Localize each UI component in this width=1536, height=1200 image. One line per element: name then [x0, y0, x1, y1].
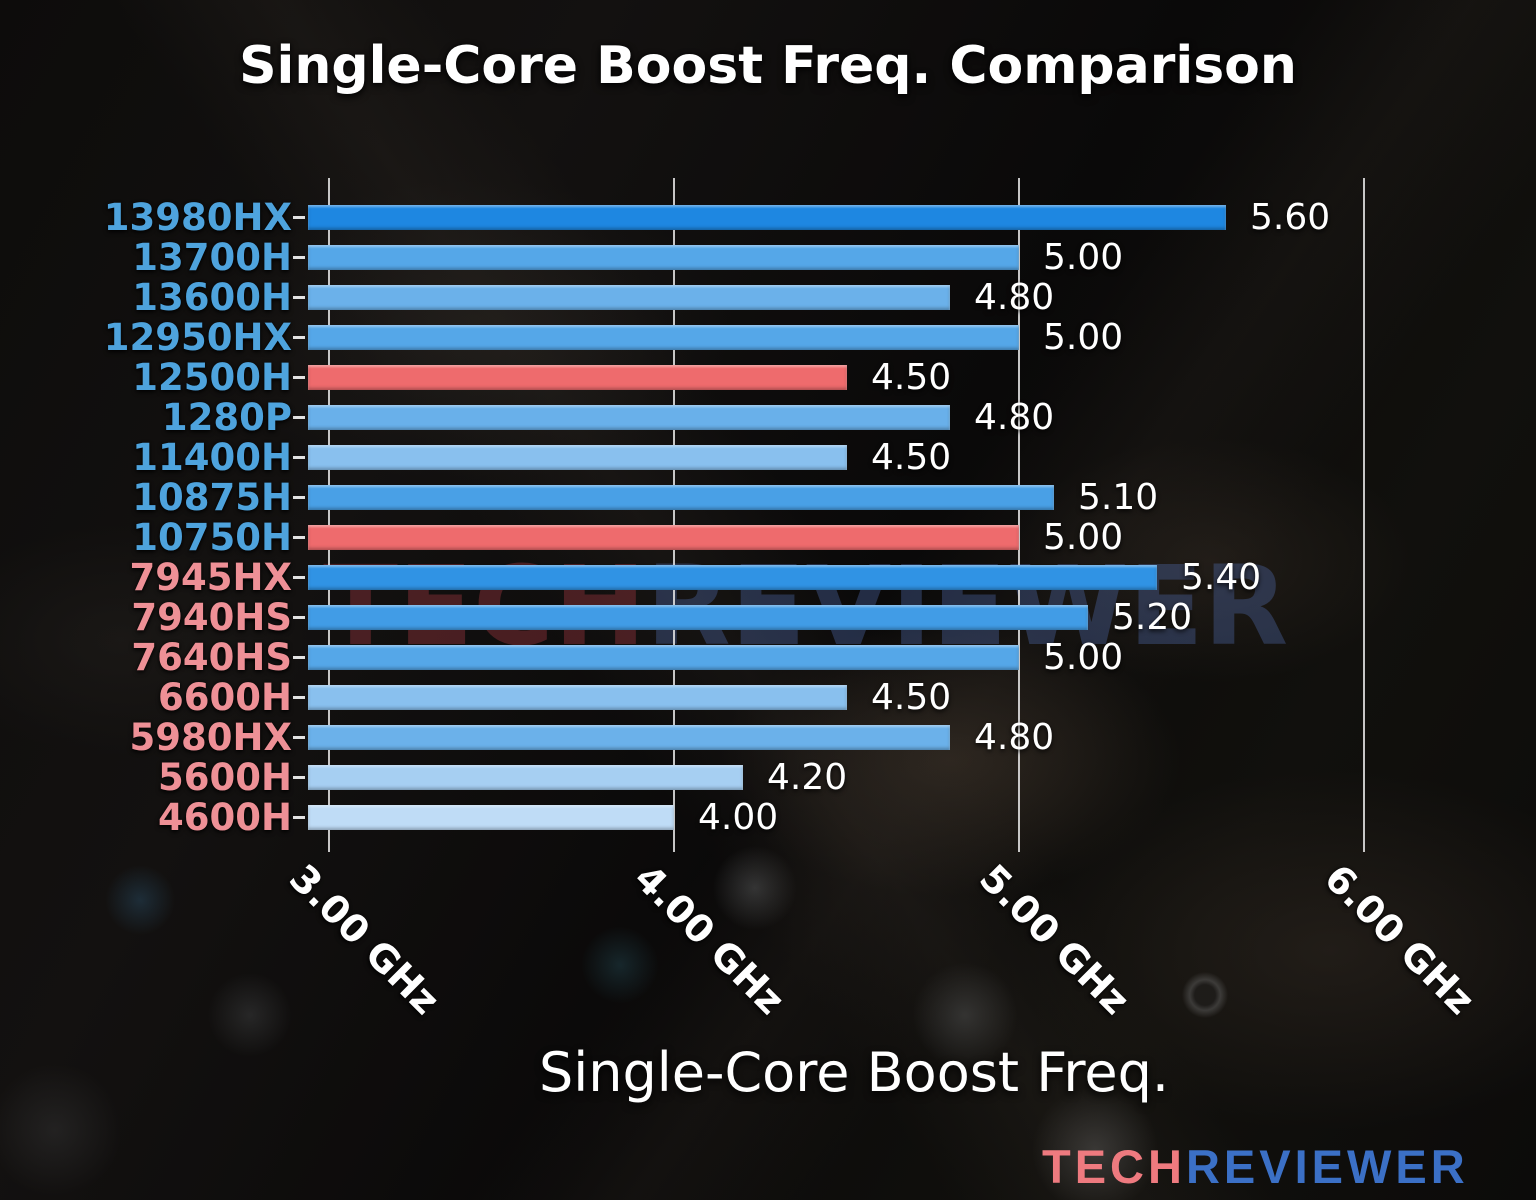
y-axis-tick: [293, 336, 305, 339]
x-gridline: [1018, 178, 1020, 852]
y-axis-tick: [293, 816, 305, 819]
value-label: 5.00: [1043, 317, 1124, 358]
category-label: 12500H: [132, 356, 292, 399]
category-label: 10750H: [132, 516, 292, 559]
value-label: 4.50: [871, 437, 952, 478]
freq-bar: [308, 565, 1157, 590]
y-axis-tick: [293, 696, 305, 699]
freq-bar: [308, 205, 1226, 230]
freq-bar: [308, 325, 1019, 350]
category-label: 11400H: [132, 436, 292, 479]
category-label: 13980HX: [103, 196, 292, 239]
y-axis-tick: [293, 736, 305, 739]
value-label: 4.20: [767, 757, 848, 798]
value-label: 4.80: [974, 717, 1055, 758]
category-label: 12950HX: [103, 316, 292, 359]
value-label: 4.80: [974, 397, 1055, 438]
freq-bar: [308, 605, 1088, 630]
value-label: 4.80: [974, 277, 1055, 318]
freq-bar: [308, 805, 674, 830]
freq-bar: [308, 685, 847, 710]
chart-title: Single-Core Boost Freq. Comparison: [239, 36, 1297, 96]
x-gridline: [673, 178, 675, 852]
y-axis-tick: [293, 416, 305, 419]
logo-reviewer: REVIEWER: [1185, 1140, 1469, 1193]
x-gridline: [1363, 178, 1365, 852]
x-axis-label: Single-Core Boost Freq.: [538, 1041, 1170, 1104]
value-label: 5.10: [1078, 477, 1159, 518]
category-label: 1280P: [161, 396, 292, 439]
category-label: 7640HS: [131, 636, 292, 679]
y-axis-tick: [293, 216, 305, 219]
y-axis-tick: [293, 256, 305, 259]
value-label: 4.50: [871, 357, 952, 398]
y-axis-tick: [293, 576, 305, 579]
y-axis-tick: [293, 456, 305, 459]
value-label: 4.50: [871, 677, 952, 718]
y-axis-tick: [293, 616, 305, 619]
y-axis-tick: [293, 376, 305, 379]
category-label: 13700H: [132, 236, 292, 279]
category-label: 4600H: [158, 796, 292, 839]
y-axis-tick: [293, 776, 305, 779]
value-label: 5.00: [1043, 517, 1124, 558]
category-label: 7945HX: [129, 556, 292, 599]
freq-bar: [308, 365, 847, 390]
freq-bar: [308, 485, 1054, 510]
category-label: 10875H: [132, 476, 292, 519]
category-label: 13600H: [132, 276, 292, 319]
value-label: 5.60: [1250, 197, 1331, 238]
category-label: 5980HX: [129, 716, 292, 759]
y-axis-tick: [293, 656, 305, 659]
logo-tech: TECH: [1042, 1140, 1186, 1193]
freq-bar: [308, 405, 950, 430]
freq-bar: [308, 285, 950, 310]
freq-bar: [308, 725, 950, 750]
category-label: 5600H: [158, 756, 292, 799]
value-label: 5.20: [1112, 597, 1193, 638]
freq-bar: [308, 525, 1019, 550]
value-label: 5.40: [1181, 557, 1262, 598]
freq-bar: [308, 445, 847, 470]
y-axis-tick: [293, 536, 305, 539]
techreviewer-logo: TECHREVIEWER: [1042, 1142, 1469, 1192]
value-label: 4.00: [698, 797, 779, 838]
value-label: 5.00: [1043, 637, 1124, 678]
freq-bar: [308, 765, 743, 790]
freq-bar: [308, 245, 1019, 270]
category-label: 6600H: [158, 676, 292, 719]
y-axis-tick: [293, 496, 305, 499]
freq-bar: [308, 645, 1019, 670]
value-label: 5.00: [1043, 237, 1124, 278]
category-label: 7940HS: [131, 596, 292, 639]
y-axis-tick: [293, 296, 305, 299]
x-gridline: [328, 178, 330, 852]
